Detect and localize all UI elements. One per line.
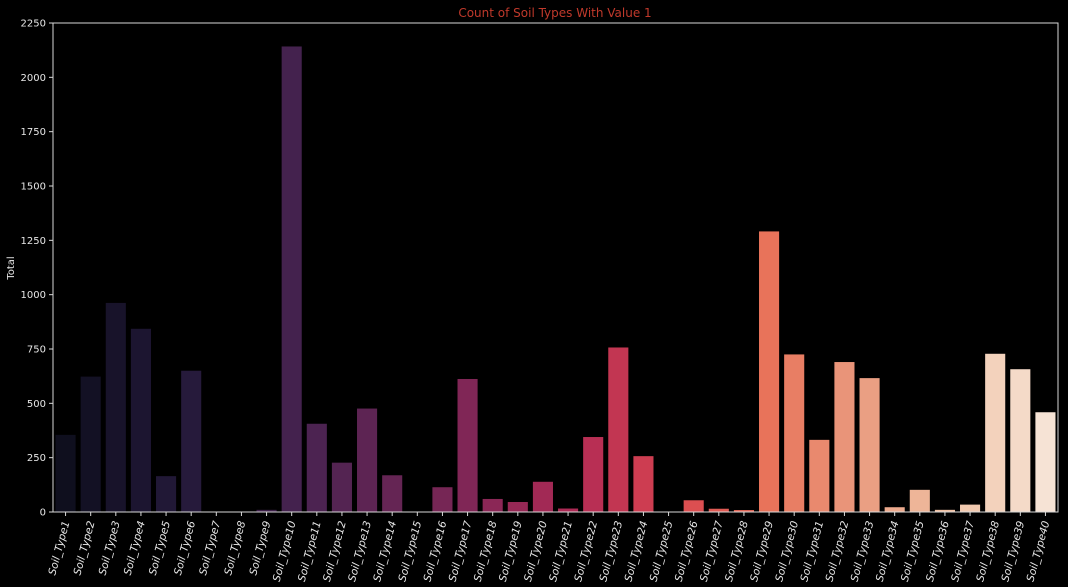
y-tick-label: 250	[27, 453, 46, 464]
y-tick-label: 2250	[21, 19, 46, 30]
y-tick-label: 1000	[21, 290, 46, 301]
bar-soil-type18	[482, 498, 503, 512]
y-ticks-group: 0 250 500 750 1000 1250 1500 1750 2000 2250	[21, 19, 53, 519]
y-axis-label: Total	[6, 256, 17, 280]
bar-soil-type13	[357, 408, 378, 512]
bar-soil-type11	[306, 423, 327, 512]
bar-soil-type26	[683, 500, 704, 512]
bar-soil-type40	[1035, 412, 1056, 512]
bar-soil-type38	[985, 353, 1006, 512]
bar-soil-type20	[532, 481, 553, 512]
bar-soil-type30	[784, 354, 805, 512]
y-tick-label: 500	[27, 399, 46, 410]
bar-soil-type31	[809, 439, 830, 512]
bar-soil-type6	[181, 370, 202, 512]
bar-soil-type23	[608, 347, 629, 512]
bar-soil-type35	[909, 489, 930, 512]
bar-soil-type36	[934, 509, 955, 512]
bar-soil-type39	[1010, 369, 1031, 512]
bar-soil-type22	[583, 437, 604, 512]
chart-title: Count of Soil Types With Value 1	[458, 6, 651, 20]
bar-soil-type3	[105, 302, 126, 512]
y-tick-label: 0	[40, 508, 46, 519]
bar-soil-type37	[960, 504, 981, 512]
bar-soil-type24	[633, 456, 654, 512]
y-tick-label: 1250	[21, 236, 46, 247]
bar-soil-type17	[457, 378, 478, 512]
bar-soil-type9	[256, 509, 277, 512]
bar-soil-type16	[432, 487, 453, 512]
bar-soil-type1	[55, 434, 76, 512]
bar-soil-type12	[331, 462, 352, 512]
bar-soil-type21	[558, 508, 579, 512]
bar-soil-type4	[130, 328, 151, 512]
bar-soil-type28	[733, 510, 754, 512]
bar-soil-type27	[708, 508, 729, 512]
bar-soil-type5	[156, 476, 177, 512]
bars-group	[55, 46, 1056, 513]
y-tick-label: 1750	[21, 127, 46, 138]
bar-soil-type29	[759, 231, 780, 513]
bar-soil-type10	[281, 46, 302, 512]
bar-soil-type32	[834, 362, 855, 512]
y-tick-label: 750	[27, 345, 46, 356]
y-tick-label: 1500	[21, 182, 46, 193]
bar-soil-type2	[80, 376, 101, 512]
y-tick-label: 2000	[21, 73, 46, 84]
plot-frame	[52, 22, 1059, 513]
bar-soil-type34	[884, 507, 905, 512]
bar-soil-type14	[382, 475, 403, 512]
bar-soil-type19	[507, 502, 528, 512]
bar-soil-type33	[859, 378, 880, 512]
